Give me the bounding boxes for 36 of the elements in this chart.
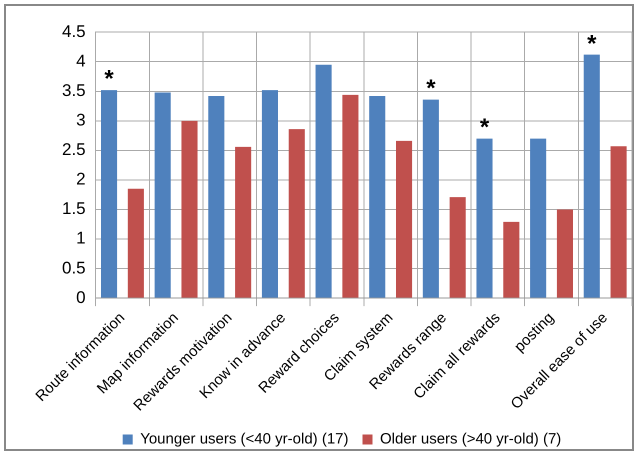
bar <box>450 197 466 298</box>
bar <box>584 54 600 298</box>
bar <box>262 90 278 298</box>
y-tick-label: 4.5 <box>62 22 86 41</box>
y-tick-label: 1 <box>76 228 86 248</box>
data-label: * <box>480 114 490 142</box>
legend-label: Younger users (<40 yr-old) (17) <box>140 430 349 448</box>
bar <box>476 138 493 298</box>
y-tick-label: 0 <box>76 288 86 307</box>
bar <box>369 96 386 298</box>
y-tick-label: 1.5 <box>62 199 86 218</box>
y-tick-label: 2 <box>76 170 86 189</box>
bar <box>610 146 627 298</box>
bar <box>208 96 224 298</box>
y-tick-label: 4 <box>76 51 86 70</box>
bar <box>316 64 332 298</box>
bar <box>100 90 118 298</box>
y-tick-label: 3 <box>76 110 86 130</box>
bar <box>396 140 412 298</box>
y-tick-label: 0.5 <box>62 258 86 278</box>
bar <box>181 120 198 298</box>
legend-label: Older users (>40 yr-old) (7) <box>380 430 562 448</box>
bar <box>342 94 358 298</box>
bar <box>235 146 252 298</box>
y-tick-label: 2.5 <box>62 140 86 160</box>
data-label: * <box>426 75 436 102</box>
bar <box>422 100 439 298</box>
bar <box>128 188 144 298</box>
data-label: * <box>104 66 114 93</box>
bar <box>288 129 305 298</box>
bar <box>154 92 171 298</box>
y-tick-label: 3.5 <box>62 80 86 100</box>
bar <box>503 222 520 298</box>
data-label: * <box>587 30 598 58</box>
bar <box>530 138 546 298</box>
bar <box>556 209 573 298</box>
